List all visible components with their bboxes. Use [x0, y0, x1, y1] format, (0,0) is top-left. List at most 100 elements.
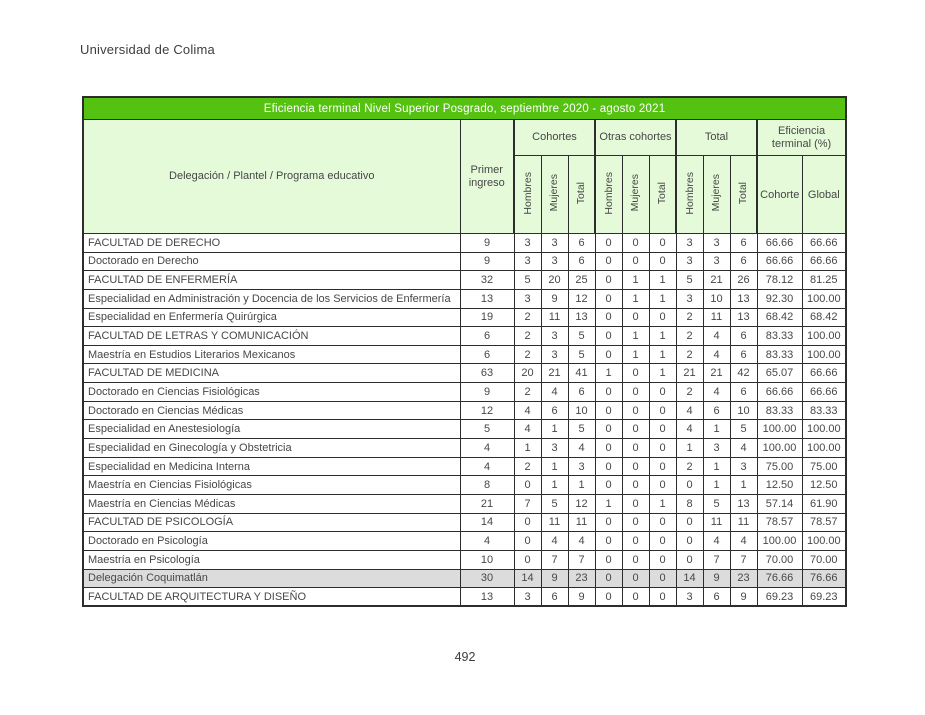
value-cell: 5 — [567, 326, 596, 346]
value-cell: 2 — [513, 344, 542, 365]
value-cell: 5 — [513, 270, 542, 290]
value-cell: 100.00 — [756, 419, 803, 440]
program-cell: FACULTAD DE DERECHO — [82, 233, 461, 253]
col-header-otras-total: Total — [648, 155, 677, 234]
value-cell: 0 — [621, 531, 650, 551]
value-cell: 21 — [675, 363, 704, 384]
value-cell: 0 — [675, 475, 704, 495]
value-cell: 3 — [675, 251, 704, 272]
value-cell: 0 — [594, 456, 623, 477]
value-cell: 78.57 — [801, 512, 847, 533]
value-cell: 9 — [540, 288, 569, 309]
value-cell: 0 — [513, 549, 542, 570]
value-cell: 6 — [702, 587, 731, 607]
value-cell: 1 — [648, 493, 677, 514]
program-cell: Especialidad en Enfermería Quirúrgica — [82, 307, 461, 328]
value-cell: 0 — [513, 475, 542, 495]
col-header-cohortes-total: Total — [567, 155, 596, 234]
value-cell: 0 — [621, 493, 650, 514]
value-cell: 2 — [513, 456, 542, 477]
value-cell: 13 — [459, 288, 515, 309]
table-row: Especialidad en Ginecología y Obstetrici… — [82, 438, 847, 458]
value-cell: 5 — [567, 344, 596, 365]
program-cell: Especialidad en Ginecología y Obstetrici… — [82, 438, 461, 458]
col-header-primer-ingreso: Primer ingreso — [459, 119, 515, 234]
col-header-global: Global — [801, 155, 847, 234]
value-cell: 20 — [540, 270, 569, 290]
value-cell: 0 — [594, 475, 623, 495]
table-row: Especialidad en Anestesiología 5 4 1 5 0 0 0 4 1 5… — [82, 419, 847, 440]
program-cell: FACULTAD DE LETRAS Y COMUNICACIÓN — [82, 326, 461, 346]
value-cell: 3 — [675, 288, 704, 309]
program-cell: Especialidad en Administración y Docenci… — [82, 288, 461, 309]
value-cell: 12.50 — [756, 475, 803, 495]
value-cell: 100.00 — [801, 531, 847, 551]
program-cell: Maestría en Psicología — [82, 549, 461, 570]
value-cell: 3 — [513, 288, 542, 309]
value-cell: 78.12 — [756, 270, 803, 290]
value-cell: 4 — [702, 344, 731, 365]
value-cell: 0 — [594, 270, 623, 290]
value-cell: 13 — [567, 307, 596, 328]
col-header-otras-mujeres: Mujeres — [621, 155, 650, 234]
value-cell: 3 — [513, 233, 542, 253]
value-cell: 11 — [567, 512, 596, 533]
value-cell: 0 — [594, 549, 623, 570]
value-cell: 6 — [729, 251, 758, 272]
value-cell: 61.90 — [801, 493, 847, 514]
value-cell: 9 — [540, 568, 569, 589]
value-cell: 4 — [567, 438, 596, 458]
value-cell: 4 — [729, 438, 758, 458]
value-cell: 100.00 — [801, 326, 847, 346]
table-row: Doctorado en Ciencias Fisiológicas 9 2 4 6 0 0… — [82, 382, 847, 402]
value-cell: 100.00 — [801, 419, 847, 440]
value-cell: 9 — [459, 251, 515, 272]
value-cell: 83.33 — [756, 326, 803, 346]
value-cell: 3 — [513, 587, 542, 607]
value-cell: 12 — [567, 493, 596, 514]
value-cell: 6 — [567, 251, 596, 272]
value-cell: 8 — [459, 475, 515, 495]
value-cell: 66.66 — [801, 382, 847, 402]
value-cell: 6 — [540, 587, 569, 607]
value-cell: 83.33 — [756, 400, 803, 421]
value-cell: 0 — [648, 568, 677, 589]
value-cell: 0 — [675, 512, 704, 533]
value-cell: 0 — [621, 456, 650, 477]
value-cell: 2 — [675, 326, 704, 346]
table-row: Doctorado en Derecho 9 3 3 6 0 0 0 3 3 6 66.66 66.66 — [82, 251, 847, 272]
value-cell: 0 — [621, 419, 650, 440]
value-cell: 42 — [729, 363, 758, 384]
program-cell: FACULTAD DE ENFERMERÍA — [82, 270, 461, 290]
value-cell: 0 — [621, 475, 650, 495]
value-cell: 0 — [594, 438, 623, 458]
program-cell: FACULTAD DE PSICOLOGÍA — [82, 512, 461, 533]
value-cell: 3 — [540, 438, 569, 458]
value-cell: 5 — [675, 270, 704, 290]
value-cell: 1 — [648, 288, 677, 309]
value-cell: 66.66 — [801, 233, 847, 253]
value-cell: 6 — [459, 326, 515, 346]
value-cell: 57.14 — [756, 493, 803, 514]
value-cell: 4 — [675, 400, 704, 421]
col-header-cohortes-hombres: Hombres — [513, 155, 542, 234]
value-cell: 6 — [567, 233, 596, 253]
value-cell: 5 — [729, 419, 758, 440]
value-cell: 1 — [702, 475, 731, 495]
value-cell: 9 — [702, 568, 731, 589]
table-row: Maestría en Ciencias Fisiológicas 8 0 1 1 0 0 0… — [82, 475, 847, 495]
col-header-total-total: Total — [729, 155, 758, 234]
value-cell: 13 — [729, 307, 758, 328]
value-cell: 21 — [540, 363, 569, 384]
university-header: Universidad de Colima — [80, 42, 215, 57]
value-cell: 11 — [702, 512, 731, 533]
value-cell: 21 — [702, 363, 731, 384]
value-cell: 66.66 — [756, 251, 803, 272]
program-cell: FACULTAD DE ARQUITECTURA Y DISEÑO — [82, 587, 461, 607]
value-cell: 9 — [567, 587, 596, 607]
value-cell: 1 — [567, 475, 596, 495]
value-cell: 0 — [648, 419, 677, 440]
value-cell: 69.23 — [756, 587, 803, 607]
value-cell: 0 — [648, 475, 677, 495]
col-group-total: Total — [675, 119, 758, 156]
